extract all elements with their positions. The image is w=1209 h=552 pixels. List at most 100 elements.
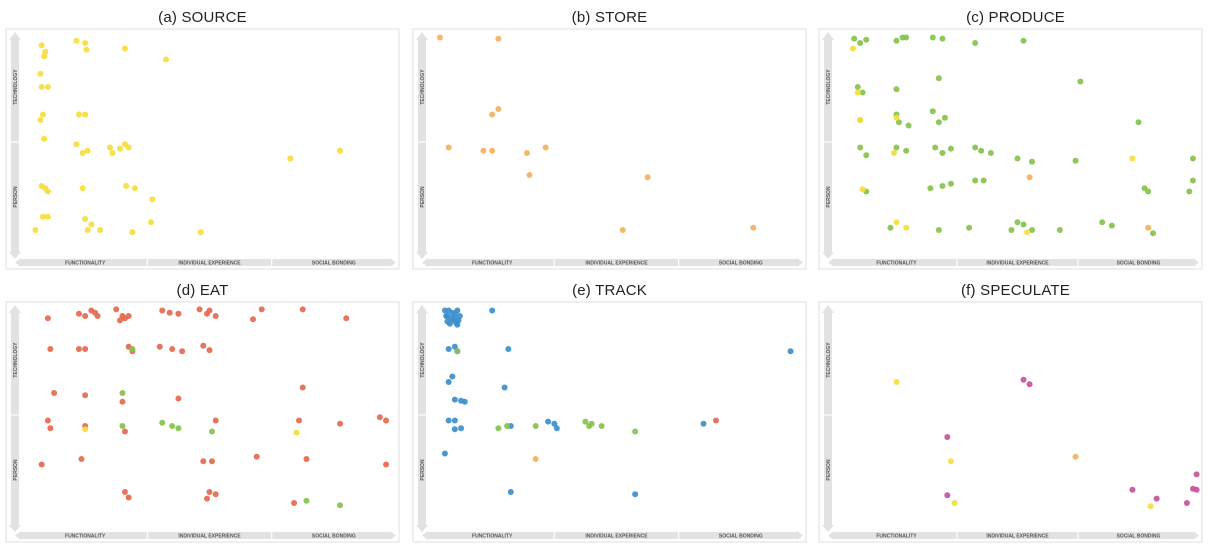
data-point [978, 147, 985, 154]
data-point [204, 495, 211, 502]
data-point [376, 414, 383, 421]
data-point [750, 224, 757, 231]
data-point [175, 425, 182, 432]
data-point [1077, 78, 1084, 85]
data-point [1008, 227, 1015, 233]
x-tick-label: INDIVIDUAL EXPERIENCE [585, 261, 648, 267]
scatter-track: FUNCTIONALITY INDIVIDUAL EXPERIENCE SOCIAL… [412, 301, 807, 543]
data-point [891, 150, 898, 156]
data-point [1153, 495, 1160, 502]
data-point [1189, 177, 1196, 184]
x-tick-label: SOCIAL BONDING [312, 261, 356, 267]
data-point [495, 425, 502, 432]
y-axis-bar [11, 38, 19, 252]
x-axis-arrow [390, 531, 396, 540]
data-point [1072, 453, 1079, 460]
data-point [82, 426, 89, 433]
data-point [445, 144, 452, 151]
data-point [47, 425, 54, 432]
data-point [935, 227, 942, 233]
data-point [929, 34, 936, 41]
data-point [121, 428, 128, 435]
data-point [212, 313, 219, 319]
data-point [44, 417, 51, 424]
data-point [97, 227, 104, 233]
data-point [38, 42, 45, 49]
data-point [851, 35, 858, 42]
y-axis-arrow [9, 252, 21, 259]
data-point [1193, 471, 1200, 478]
data-point [523, 150, 530, 156]
plot-frame [5, 301, 400, 543]
y-tick-label: PERSON [13, 459, 19, 481]
data-point [121, 489, 128, 495]
y-axis-bar [418, 38, 426, 252]
data-point [1014, 219, 1021, 226]
y-axis-bar [824, 311, 832, 525]
data-point [125, 494, 132, 501]
x-tick-label: INDIVIDUAL EXPERIENCE [986, 261, 1049, 267]
data-point [944, 492, 951, 499]
data-point [82, 216, 89, 222]
data-point [489, 111, 496, 118]
data-point [887, 224, 894, 231]
data-point [39, 111, 46, 118]
data-point [455, 317, 462, 324]
data-point [125, 313, 132, 319]
data-point [119, 423, 126, 429]
x-tick-label: INDIVIDUAL EXPERIENCE [178, 534, 241, 540]
panel-track: (e) TRACK FUNCTIONALITY INDIVIDUAL EXPERI… [412, 282, 807, 552]
data-point [504, 423, 511, 429]
y-tick-label: TECHNOLOGY [420, 69, 426, 105]
x-axis-arrow [15, 531, 21, 540]
data-point [947, 180, 954, 187]
data-point [75, 111, 82, 118]
x-axis-arrow [1193, 258, 1199, 267]
x-tick-label: INDIVIDUAL EXPERIENCE [178, 261, 241, 267]
y-tick-label: PERSON [420, 186, 426, 208]
data-point [159, 419, 166, 426]
data-point [935, 119, 942, 126]
data-point [454, 307, 461, 314]
x-tick-label: SOCIAL BONDING [1117, 534, 1161, 540]
scatter-source: FUNCTIONALITY INDIVIDUAL EXPERIENCE SOCIAL… [5, 28, 400, 270]
data-point [116, 317, 123, 324]
data-point [857, 40, 864, 46]
data-point [291, 500, 298, 506]
data-point [250, 316, 257, 323]
data-point [175, 310, 182, 317]
y-tick-label: TECHNOLOGY [826, 342, 832, 378]
data-point [38, 84, 45, 90]
panel-title: (f) SPECULATE [960, 282, 1070, 299]
y-axis-arrow [416, 252, 428, 259]
panel-store: (b) STORE FUNCTIONALITY INDIVIDUAL EXPERI… [412, 9, 807, 279]
y-tick-label: TECHNOLOGY [826, 69, 832, 105]
data-point [107, 144, 114, 151]
data-point [1026, 381, 1033, 388]
scatter-store: FUNCTIONALITY INDIVIDUAL EXPERIENCE SOCIAL… [412, 28, 807, 270]
data-point [79, 150, 86, 156]
data-point [588, 420, 595, 427]
data-point [1026, 174, 1033, 181]
y-tick-label: PERSON [13, 186, 19, 208]
data-point [208, 428, 215, 435]
data-point [51, 390, 58, 396]
y-axis-arrow [9, 305, 21, 313]
x-axis-bar [428, 259, 797, 266]
data-point [383, 461, 390, 468]
data-point [532, 456, 539, 462]
data-point [526, 172, 533, 178]
data-point [131, 185, 138, 192]
data-point [179, 348, 186, 355]
data-point [1147, 503, 1154, 510]
data-point [1056, 227, 1063, 233]
data-point [903, 147, 910, 154]
x-axis-bar [21, 532, 390, 539]
data-point [1108, 222, 1115, 229]
y-axis-arrow [416, 525, 428, 532]
data-point [987, 150, 994, 156]
data-point [441, 450, 448, 457]
x-axis-arrow [828, 531, 834, 540]
x-tick-label: SOCIAL BONDING [1117, 261, 1161, 267]
panel-title: (a) SOURCE [158, 9, 247, 26]
